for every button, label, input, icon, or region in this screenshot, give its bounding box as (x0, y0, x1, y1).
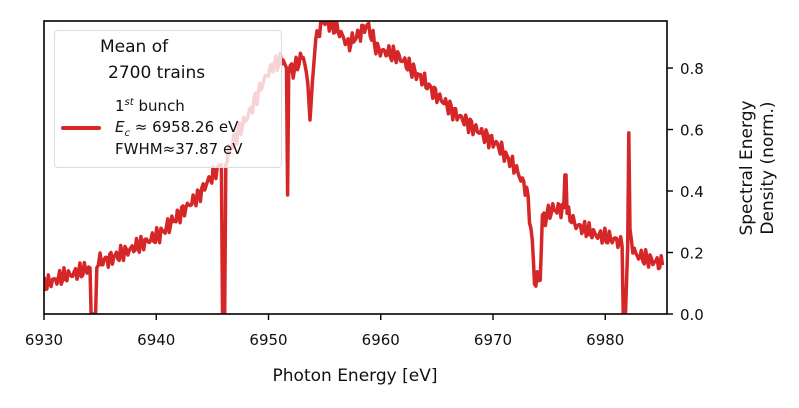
series-line (44, 21, 665, 314)
x-tick-label: 6970 (474, 331, 512, 349)
y-tick-label: 0.8 (680, 60, 704, 78)
y-axis-label: Spectral Energy Density (norm.) (737, 100, 779, 235)
legend-entry-bunch-text: 1st bunch (115, 97, 185, 115)
y-axis-label-line-1: Spectral Energy (737, 100, 757, 236)
y-tick-label: 0.0 (680, 306, 704, 324)
y-tick-label: 0.4 (680, 183, 704, 201)
y-axis-label-line-2: Density (norm.) (758, 101, 778, 235)
legend-entry-fwhm: FWHM≈37.87 eV (115, 140, 243, 158)
x-axis-label: Photon Energy [eV] (272, 366, 438, 386)
axes-frame (43, 20, 668, 315)
x-tick-label: 6930 (25, 331, 63, 349)
x-tick-label: 6980 (586, 331, 624, 349)
legend: Mean of 2700 trains 1st bunch Ec ≈ 6958.… (54, 30, 282, 168)
legend-title-line-1: Mean of (100, 37, 169, 57)
x-tick-label: 6960 (362, 331, 400, 349)
y-tick-label: 0.6 (680, 122, 704, 140)
legend-entry-ec: Ec ≈ 6958.26 eV (115, 118, 239, 139)
y-tick-label: 0.2 (680, 245, 704, 263)
x-tick-label: 6950 (249, 331, 287, 349)
legend-line-swatch (61, 126, 101, 130)
x-tick-label: 6940 (137, 331, 175, 349)
legend-entry-bunch: 1st bunch (115, 94, 185, 115)
legend-title-line-2: 2700 trains (108, 63, 206, 83)
